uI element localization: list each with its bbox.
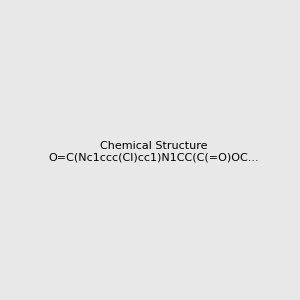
Text: Chemical Structure
O=C(Nc1ccc(Cl)cc1)N1CC(C(=O)OC...: Chemical Structure O=C(Nc1ccc(Cl)cc1)N1C…	[48, 141, 259, 162]
